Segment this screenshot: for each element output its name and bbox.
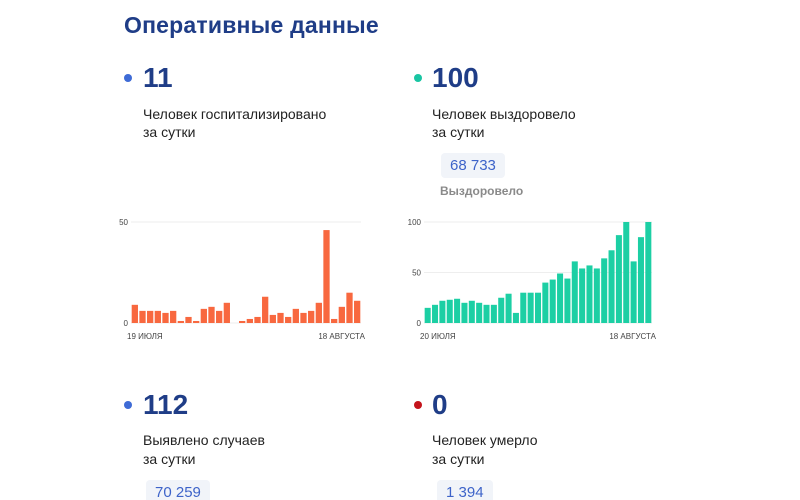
bar <box>564 278 571 323</box>
hospitalized-chart: 50 0 19 ИЮЛЯ 18 АВГУСТА <box>119 218 366 341</box>
x-end-label: 18 АВГУСТА <box>609 332 656 341</box>
recovered-label-line1: Человек выздоровело <box>432 106 576 122</box>
recovered-total-badge: 68 733 <box>441 153 505 178</box>
y-tick-label: 50 <box>119 218 128 227</box>
bar <box>300 312 307 323</box>
bar <box>571 261 578 323</box>
bar <box>527 292 534 323</box>
blue-dot-icon <box>124 401 132 409</box>
deaths-label-line2: за сутки <box>432 451 485 467</box>
bar <box>346 292 353 323</box>
bar <box>615 235 622 323</box>
deaths-total-badge: 1 394 <box>437 480 493 500</box>
cases-label-line2: за сутки <box>143 451 196 467</box>
bar <box>439 300 446 323</box>
page-title: Оперативные данные <box>124 12 379 38</box>
bar <box>476 302 483 323</box>
x-end-label: 18 АВГУСТА <box>318 332 365 341</box>
teal-dot-icon <box>414 74 422 82</box>
bar <box>315 302 322 323</box>
recovered-label-line2: за сутки <box>432 124 485 140</box>
bar <box>512 312 519 323</box>
bar <box>505 293 512 323</box>
recovered-total-caption: Выздоровело <box>440 184 524 198</box>
deaths-label-line1: Человек умерло <box>432 432 538 448</box>
cases-label-line1: Выявлено случаев <box>143 432 265 448</box>
bar <box>269 314 276 323</box>
bar <box>285 316 292 323</box>
bar <box>200 308 207 323</box>
bar <box>154 310 161 323</box>
bar <box>208 306 215 323</box>
x-start-label: 20 ИЮЛЯ <box>420 332 456 341</box>
bar <box>131 304 138 323</box>
bar <box>277 312 284 323</box>
bar <box>239 320 246 323</box>
y-tick-label: 100 <box>408 218 422 227</box>
bar <box>185 316 192 323</box>
bar <box>170 310 177 323</box>
bar <box>630 261 637 323</box>
blue-dot-icon <box>124 74 132 82</box>
bar <box>498 297 505 323</box>
bar <box>645 222 652 323</box>
recovered-value: 100 <box>432 62 479 93</box>
bar <box>262 296 269 323</box>
cases-total-badge: 70 259 <box>146 480 210 500</box>
y-tick-label: 0 <box>417 319 422 328</box>
y-tick-label: 50 <box>412 269 421 278</box>
bar <box>338 306 345 323</box>
bar <box>193 320 200 323</box>
hospitalized-label-line1: Человек госпитализировано <box>143 106 327 122</box>
bar <box>468 300 475 323</box>
bar <box>586 265 593 323</box>
bar <box>308 310 315 323</box>
bar <box>216 310 223 323</box>
bar <box>461 302 468 323</box>
bar <box>483 304 490 323</box>
bar <box>323 230 330 323</box>
bar <box>331 318 338 323</box>
bar <box>623 222 630 323</box>
bar <box>579 268 586 323</box>
x-start-label: 19 ИЮЛЯ <box>127 332 163 341</box>
bar <box>292 308 299 323</box>
bar <box>593 268 600 323</box>
bar <box>490 304 497 323</box>
bar <box>147 310 154 323</box>
bar <box>162 312 169 323</box>
bar <box>223 302 230 323</box>
recovered-chart: 100 50 0 20 ИЮЛЯ 18 АВГУСТА <box>408 218 657 341</box>
hospitalized-label-line2: за сутки <box>143 124 196 140</box>
bar <box>354 300 361 323</box>
bar <box>520 292 527 323</box>
bar <box>534 292 542 323</box>
bar <box>542 282 549 323</box>
bar <box>432 304 439 323</box>
cases-value: 112 <box>143 389 189 420</box>
bar <box>454 298 461 323</box>
bar <box>608 250 615 323</box>
hospitalized-value: 11 <box>143 62 173 93</box>
bar <box>254 316 261 323</box>
deaths-value: 0 <box>432 389 448 420</box>
red-dot-icon <box>414 401 422 409</box>
bar <box>446 299 453 323</box>
bar <box>637 237 644 323</box>
bar <box>601 258 608 323</box>
bar <box>557 273 564 323</box>
bar <box>549 279 556 323</box>
bar <box>246 318 253 323</box>
bar <box>424 307 431 323</box>
y-tick-label: 0 <box>124 319 129 328</box>
bar <box>139 310 146 323</box>
bar <box>177 320 184 323</box>
